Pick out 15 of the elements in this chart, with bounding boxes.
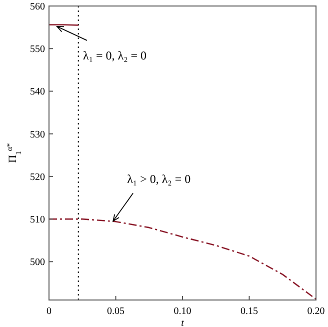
y-tick-label: 560 <box>30 2 45 12</box>
x-tick-label: 0.05 <box>107 306 124 317</box>
annotation: λ₁ > 0, λ₂ = 0 <box>127 172 191 186</box>
y-tick-label: 530 <box>30 129 45 140</box>
y-tick-label: 510 <box>30 214 45 226</box>
y-tick-label: 550 <box>30 44 45 56</box>
annotation: λ₁ = 0, λ₂ = 0 <box>83 48 147 62</box>
y-tick-label: 540 <box>30 86 45 98</box>
x-tick-label: 0.10 <box>174 306 192 317</box>
x-axis-title: t <box>181 318 184 327</box>
y-tick-label: 500 <box>30 257 45 268</box>
y-tick-label: 520 <box>30 172 45 183</box>
x-tick-label: 0.20 <box>307 306 325 317</box>
x-tick-label: 0.15 <box>240 306 258 317</box>
x-tick-label: 0 <box>46 306 52 317</box>
